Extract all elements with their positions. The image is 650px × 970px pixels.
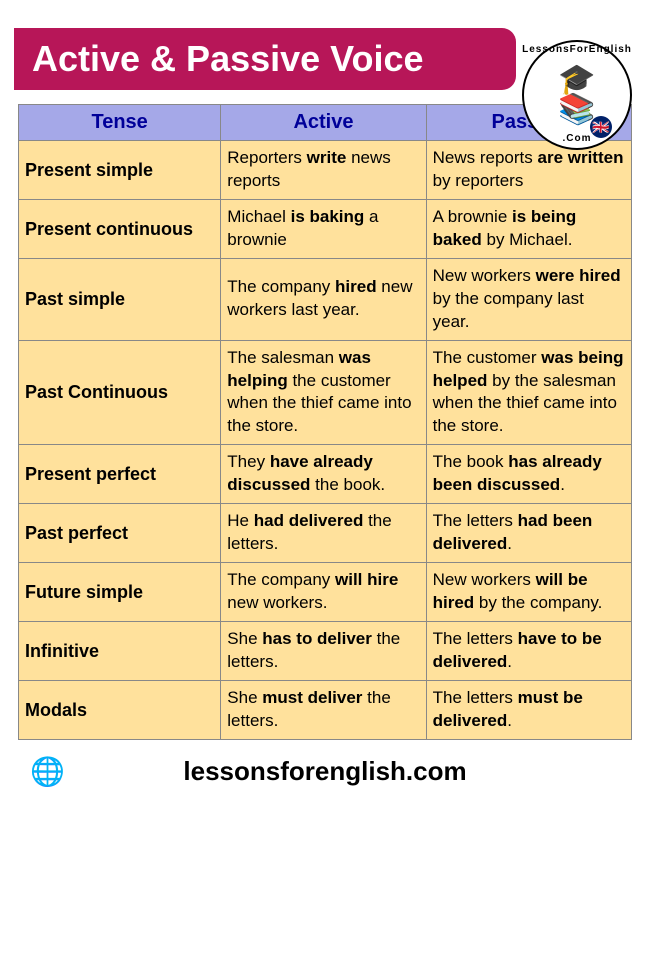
passive-cell: A brownie is being baked by Michael.: [426, 199, 631, 258]
table-row: Past ContinuousThe salesman was helping …: [19, 340, 632, 445]
footer: 🌐 lessonsforenglish.com: [0, 756, 650, 787]
passive-cell: The customer was being helped by the sal…: [426, 340, 631, 445]
books-icon: 🎓 📚: [558, 65, 595, 125]
tense-cell: Past perfect: [19, 504, 221, 563]
active-cell: Michael is baking a brownie: [221, 199, 426, 258]
table-row: Present simpleReporters write news repor…: [19, 141, 632, 200]
table-row: Future simpleThe company will hire new w…: [19, 563, 632, 622]
table-row: Past perfectHe had delivered the letters…: [19, 504, 632, 563]
active-cell: The company hired new workers last year.: [221, 258, 426, 340]
active-cell: The salesman was helping the customer wh…: [221, 340, 426, 445]
tense-cell: Present perfect: [19, 445, 221, 504]
table-header-cell: Active: [221, 105, 426, 141]
logo-bottom-text: .Com: [563, 133, 592, 144]
title-banner: Active & Passive Voice: [14, 28, 516, 90]
passive-cell: New workers will be hired by the company…: [426, 563, 631, 622]
grammar-table: TenseActivePassive Present simpleReporte…: [18, 104, 632, 740]
passive-cell: News reports are written by reporters: [426, 141, 631, 200]
active-cell: She has to deliver the letters.: [221, 621, 426, 680]
logo-badge: LessonsForEnglish 🎓 📚 .Com 🇬🇧: [522, 40, 632, 150]
globe-icon: 🌐: [30, 755, 65, 788]
active-cell: The company will hire new workers.: [221, 563, 426, 622]
passive-cell: The book has already been discussed.: [426, 445, 631, 504]
tense-cell: Future simple: [19, 563, 221, 622]
passive-cell: The letters had been delivered.: [426, 504, 631, 563]
active-cell: He had delivered the letters.: [221, 504, 426, 563]
uk-flag-icon: 🇬🇧: [590, 116, 612, 138]
tense-cell: Past simple: [19, 258, 221, 340]
passive-cell: The letters must be delivered.: [426, 680, 631, 739]
table-row: Present perfectThey have already discuss…: [19, 445, 632, 504]
table-body: Present simpleReporters write news repor…: [19, 141, 632, 740]
page-title: Active & Passive Voice: [32, 38, 424, 79]
table-row: Present continuousMichael is baking a br…: [19, 199, 632, 258]
tense-cell: Past Continuous: [19, 340, 221, 445]
passive-cell: New workers were hired by the company la…: [426, 258, 631, 340]
table-row: InfinitiveShe has to deliver the letters…: [19, 621, 632, 680]
passive-cell: The letters have to be delivered.: [426, 621, 631, 680]
active-cell: She must deliver the letters.: [221, 680, 426, 739]
table-row: Past simpleThe company hired new workers…: [19, 258, 632, 340]
tense-cell: Infinitive: [19, 621, 221, 680]
tense-cell: Present continuous: [19, 199, 221, 258]
footer-url: lessonsforenglish.com: [183, 756, 466, 787]
tense-cell: Modals: [19, 680, 221, 739]
table-header-cell: Tense: [19, 105, 221, 141]
logo-top-text: LessonsForEnglish: [522, 44, 632, 55]
active-cell: They have already discussed the book.: [221, 445, 426, 504]
active-cell: Reporters write news reports: [221, 141, 426, 200]
table-row: ModalsShe must deliver the letters.The l…: [19, 680, 632, 739]
tense-cell: Present simple: [19, 141, 221, 200]
